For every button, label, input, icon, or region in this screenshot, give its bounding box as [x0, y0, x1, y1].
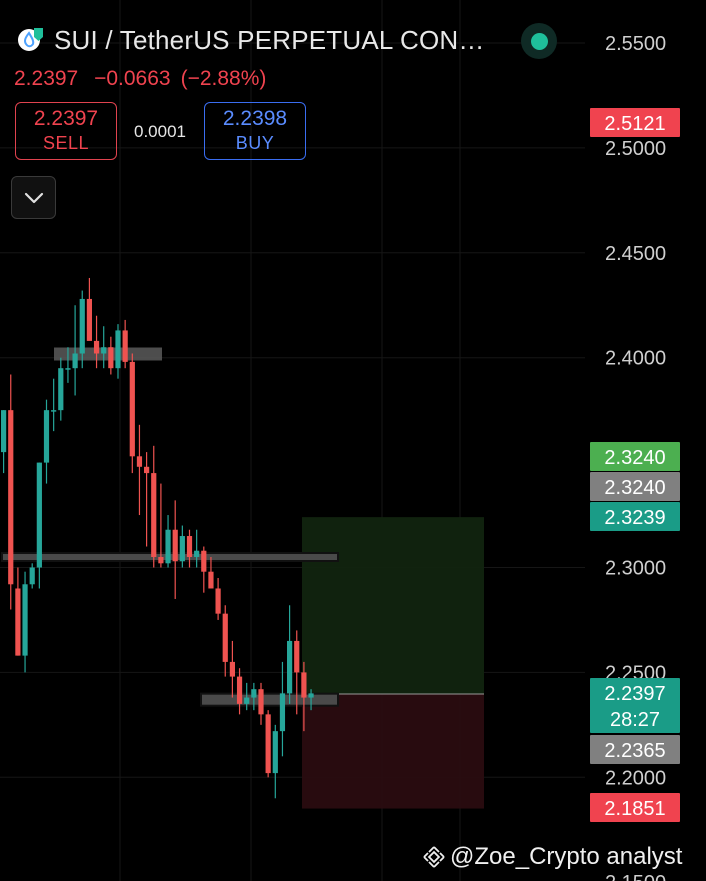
candle-body	[244, 697, 250, 704]
market-status-indicator[interactable]	[521, 23, 557, 59]
candle-body	[58, 368, 64, 411]
watermark: @Zoe_Crypto analyst	[422, 843, 682, 871]
watermark-text: @Zoe_Crypto analyst	[450, 843, 683, 870]
candle-body	[194, 550, 200, 558]
y-tick-label: 2.4000	[605, 348, 666, 370]
y-tick-label: 2.2000	[605, 767, 666, 789]
candle-body	[86, 298, 92, 341]
target-zone	[302, 517, 484, 695]
price-label: 2.3240	[604, 477, 665, 499]
candle-body	[129, 361, 135, 457]
candle-body	[151, 473, 157, 558]
candle-body	[22, 584, 28, 656]
price-change: −0.0663	[94, 67, 171, 90]
price-label: 2.3239	[604, 507, 665, 529]
candle-body	[308, 693, 314, 698]
candle-body	[265, 714, 271, 774]
candle-body	[229, 661, 235, 677]
candle-body	[15, 588, 21, 656]
candle-body	[51, 410, 57, 412]
chevron-down-icon	[24, 192, 43, 203]
y-tick-label: 2.4500	[605, 243, 666, 265]
price-label-box	[590, 472, 680, 501]
resistance-box	[54, 347, 162, 361]
binance-logo-icon	[423, 846, 445, 868]
price-label: 2.1851	[604, 798, 665, 820]
candle-body	[294, 640, 300, 673]
candle-body	[136, 456, 143, 467]
price-change-pct: (−2.88%)	[180, 67, 267, 90]
symbol-title[interactable]: SUI / TetherUS PERPETUAL CON…	[54, 24, 485, 55]
candle-body	[65, 368, 71, 370]
candle-body	[122, 330, 128, 362]
candle-body	[201, 550, 207, 572]
symbol-header[interactable]: SUI / TetherUS PERPETUAL CON…	[14, 24, 485, 56]
candle-body	[115, 330, 121, 369]
candle-body	[215, 588, 221, 614]
candle-body	[36, 462, 42, 568]
candle-body	[301, 672, 307, 698]
y-tick-label: 2.1500	[605, 872, 666, 881]
last-price: 2.2397	[14, 67, 79, 90]
candle-body	[29, 567, 35, 585]
candle-body	[208, 571, 214, 589]
candle-body	[1, 410, 7, 453]
candle-body	[144, 466, 150, 474]
countdown-label: 28:27	[610, 709, 660, 731]
price-label-box	[590, 108, 680, 137]
buy-label: BUY	[235, 133, 275, 153]
candle-body	[158, 557, 164, 564]
price-label-box	[590, 442, 680, 471]
y-tick-label: 2.5000	[605, 138, 666, 160]
candle-body	[72, 353, 78, 369]
candle-body	[222, 613, 228, 662]
candle-body	[172, 529, 178, 562]
candle-body	[43, 410, 50, 463]
price-label: 2.2365	[604, 740, 665, 762]
candle-body	[279, 693, 286, 732]
candle-body	[108, 347, 114, 369]
candle-body	[258, 689, 264, 715]
price-label-box	[590, 678, 680, 733]
buy-price: 2.2398	[222, 107, 288, 130]
price-label: 2.2397	[604, 683, 665, 705]
demand-box	[200, 692, 339, 707]
candle-body	[186, 536, 193, 558]
candle-body	[101, 347, 107, 354]
candle-body	[236, 676, 243, 704]
collapse-button[interactable]	[11, 176, 56, 219]
price-label-box	[590, 502, 680, 531]
candle-body	[179, 536, 185, 562]
sell-price: 2.2397	[33, 107, 99, 130]
sui-logo-icon	[14, 24, 46, 56]
candle-body	[165, 529, 171, 564]
price-label: 2.3240	[604, 447, 665, 469]
price-label-box	[590, 735, 680, 764]
price-label-box	[590, 793, 680, 822]
sell-label: SELL	[42, 133, 90, 153]
y-tick-label: 2.5500	[605, 33, 666, 55]
candle-body	[93, 340, 100, 354]
candle-body	[287, 640, 293, 694]
candle-body	[251, 689, 257, 698]
buy-button[interactable]: 2.2398 BUY	[204, 102, 306, 160]
spread-value: 0.0001	[134, 122, 186, 141]
status-dot-icon	[530, 32, 548, 50]
price-label: 2.5121	[604, 113, 665, 135]
stop-zone	[302, 694, 484, 809]
sell-button[interactable]: 2.2397 SELL	[15, 102, 117, 160]
candle-body	[8, 410, 14, 585]
candle-body	[79, 298, 85, 354]
price-quote: 2.2397 −0.0663 (−2.88%)	[14, 67, 276, 91]
y-tick-label: 2.3000	[605, 558, 666, 580]
candle-body	[272, 731, 278, 774]
